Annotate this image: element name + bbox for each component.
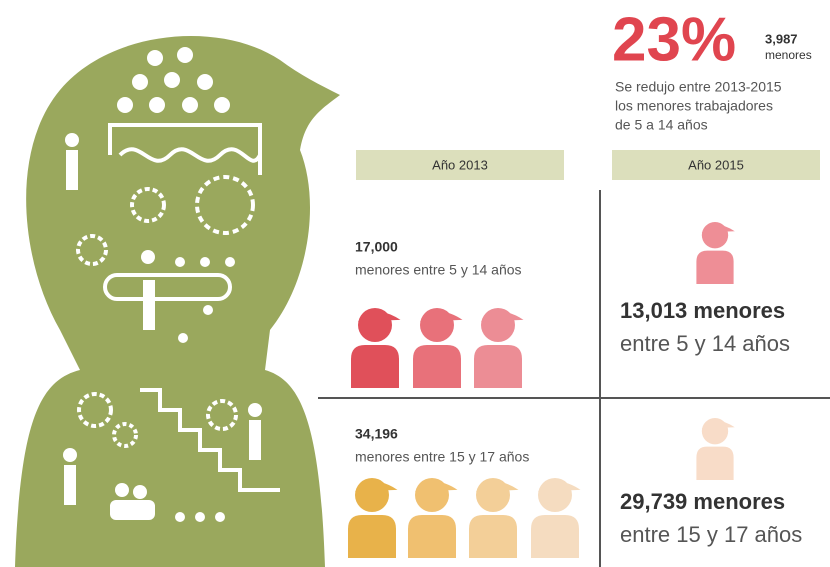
person-icon [413,308,463,388]
person-icon [696,418,734,480]
head-silhouette [15,36,340,567]
column-header: Año 2013 [432,157,488,172]
description-line: Se redujo entre 2013-2015 [615,79,782,95]
person-icon [531,478,581,558]
label-2013: menores entre 5 y 14 años [355,262,522,278]
person-icon [469,478,519,558]
infographic: 23% 3,987 menores Se redujo entre 2013-2… [0,0,830,567]
count-2013: 34,196 [355,426,398,442]
person-icon [696,222,734,284]
count-2015: 13,013 menores [620,298,785,323]
count-2013: 17,000 [355,239,398,255]
person-icon [408,478,458,558]
headline-count: 3,987 [765,31,798,46]
label-2013: menores entre 15 y 17 años [355,449,529,465]
label-2015: entre 5 y 14 años [620,331,790,356]
column-header: Año 2015 [688,157,744,172]
headline-unit: menores [765,48,812,62]
person-icon [348,478,398,558]
label-2015: entre 15 y 17 años [620,522,802,547]
person-icon [351,308,401,388]
description-line: de 5 a 14 años [615,117,708,133]
description-line: los menores trabajadores [615,98,773,114]
headline: 23% [612,5,736,74]
count-2015: 29,739 menores [620,489,785,514]
person-icon [474,308,524,388]
